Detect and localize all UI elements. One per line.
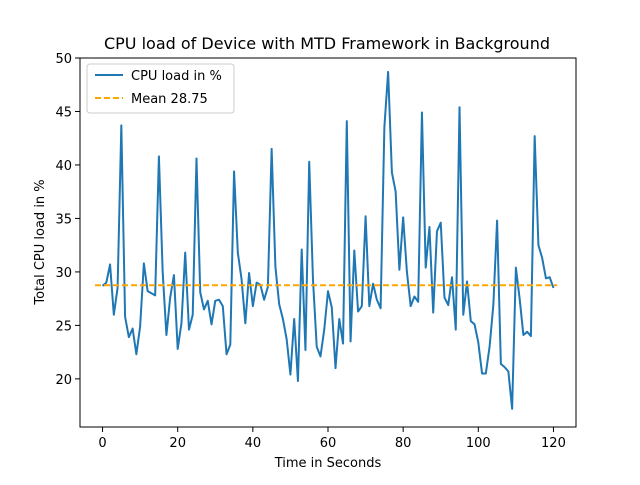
- y-tick-label: 20: [55, 373, 72, 388]
- y-tick-label: 35: [55, 212, 72, 227]
- y-tick-label: 45: [55, 105, 72, 120]
- x-axis-label: Time in Seconds: [274, 456, 382, 471]
- y-tick-label: 30: [55, 266, 72, 281]
- legend-label-mean: Mean 28.75: [131, 92, 208, 107]
- x-tick-label: 80: [395, 436, 412, 451]
- y-tick-label: 25: [55, 319, 72, 334]
- y-axis: 20 25 30 35 40 45 50: [55, 52, 80, 388]
- x-tick-label: 20: [169, 436, 186, 451]
- series-line-cpu-load: [101, 70, 555, 410]
- x-tick-label: 60: [320, 436, 337, 451]
- x-tick-label: 40: [245, 436, 262, 451]
- legend-label-cpu-load: CPU load in %: [131, 69, 222, 84]
- x-axis: 0 20 40 60 80 100 120: [98, 427, 566, 451]
- y-tick-label: 40: [55, 159, 72, 174]
- legend-box: [86, 63, 235, 114]
- chart-title: CPU load of Device with MTD Framework in…: [104, 34, 550, 53]
- x-tick-label: 0: [98, 436, 106, 451]
- legend: CPU load in % Mean 28.75: [86, 63, 235, 114]
- y-axis-label: Total CPU load in %: [33, 179, 48, 305]
- y-tick-label: 50: [55, 52, 72, 67]
- x-tick-label: 100: [466, 436, 491, 451]
- x-tick-label: 120: [541, 436, 566, 451]
- series-lines: [95, 70, 558, 410]
